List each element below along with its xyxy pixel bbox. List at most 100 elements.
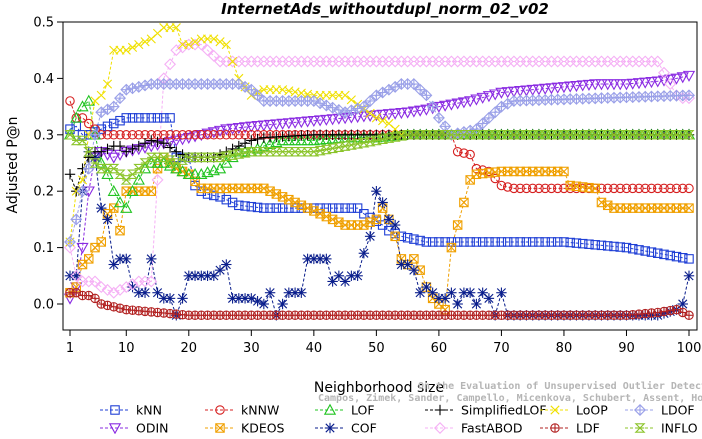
data-point-kdeos (146, 186, 157, 196)
y-tick-label: 0.5 (33, 16, 54, 31)
legend: kNN ODIN kNNW KDEOS LOF COF SimplifiedLOF FastA… (100, 403, 698, 436)
data-point-knn (427, 237, 438, 247)
data-point-ldf (177, 309, 188, 320)
data-point-knn (571, 238, 582, 248)
data-point-lof (182, 167, 195, 180)
data-point-ldof (414, 83, 427, 96)
data-point-cof (177, 293, 188, 304)
data-point-fastabod (120, 281, 133, 294)
data-point-knn (384, 225, 394, 236)
legend-marker-simplifiedlof (434, 404, 446, 416)
data-point-ldf (640, 308, 650, 319)
data-point-cof (446, 287, 457, 298)
data-point-odin (163, 137, 177, 149)
data-point-knn (402, 232, 413, 243)
data-point-odin (651, 76, 664, 88)
data-point-knn (565, 237, 575, 248)
data-point-knn (165, 113, 175, 123)
data-point-knnw (609, 183, 619, 194)
axes: 1 10 20 30 40 50 60 70 80 90 100 0.0 0.1 0.2 0.3 0.4 0.5 (33, 16, 701, 357)
data-point-odin (470, 94, 483, 106)
data-point-odin (632, 78, 646, 90)
data-point-knnw (109, 130, 119, 140)
data-point-knnw (196, 130, 207, 140)
data-point-simplifiedlof (133, 140, 144, 152)
data-point-odin (263, 119, 277, 131)
data-point-odin (176, 134, 189, 146)
data-point-ldof (439, 120, 452, 133)
data-point-knnw (552, 183, 563, 194)
data-point-inflo (126, 169, 139, 180)
data-point-knn (346, 203, 357, 213)
data-point-knn (209, 190, 219, 201)
data-point-simplifiedlof (64, 169, 76, 180)
plot-frame (62, 21, 698, 331)
legend-item-simplifiedlof: SimplifiedLOF (425, 403, 547, 418)
data-point-knn (252, 202, 263, 213)
data-point-ldof (357, 100, 370, 113)
data-point-lof (313, 133, 327, 145)
data-point-odin (495, 87, 508, 99)
data-point-knnw (509, 183, 519, 194)
data-point-ldf (96, 299, 107, 309)
data-point-lof (113, 196, 127, 208)
data-point-knnw (202, 130, 213, 140)
data-point-knnw (527, 183, 538, 194)
data-point-odin (107, 152, 120, 164)
data-point-odin (464, 96, 477, 108)
data-point-odin (664, 74, 677, 86)
data-point-fastabod (107, 286, 120, 299)
data-point-odin (595, 79, 608, 91)
y-tick-label: 0.1 (33, 241, 54, 256)
data-point-knnw (640, 183, 650, 194)
x-tick-label: 90 (618, 341, 635, 356)
y-tick-label: 0.0 (33, 298, 54, 313)
data-point-loop (171, 23, 181, 33)
data-point-inflo (83, 146, 95, 157)
data-point-knn (552, 237, 563, 247)
series-markers-kdeos (65, 152, 694, 315)
data-point-fastabod (70, 269, 83, 282)
data-point-knnw (227, 130, 238, 140)
legend-item-odin: ODIN (100, 421, 169, 436)
data-point-knn (646, 247, 657, 257)
legend-item-knnw: kNNW (205, 403, 279, 418)
data-point-loop (365, 108, 375, 118)
data-point-odin (420, 104, 433, 116)
data-point-lof (301, 134, 314, 146)
data-point-knn (634, 245, 644, 255)
legend-item-ldof: LDOF (625, 403, 695, 418)
data-point-knnw (190, 130, 200, 140)
x-tick-label: 50 (368, 341, 385, 356)
data-point-inflo (314, 145, 326, 156)
data-point-kdeos (109, 203, 119, 213)
data-point-lof (163, 159, 177, 171)
data-point-odin (439, 100, 452, 112)
data-point-odin (326, 114, 339, 126)
data-point-knn (659, 249, 669, 260)
data-point-lof (120, 201, 133, 213)
data-point-loop (127, 42, 138, 52)
data-point-odin (295, 117, 308, 129)
legend-label-cof: COF (351, 421, 377, 435)
data-point-simplifiedlof (146, 135, 157, 146)
data-point-knn (109, 118, 119, 129)
data-point-knn (152, 113, 163, 123)
data-point-odin (307, 115, 320, 128)
data-point-inflo (389, 132, 401, 142)
y-tick-label: 0.2 (33, 185, 54, 200)
watermark-line-1: On the Evaluation of Unsupervised Outlie… (418, 380, 702, 392)
data-point-knn (227, 197, 238, 208)
data-point-inflo (214, 152, 226, 163)
data-point-knn (677, 253, 688, 263)
legend-label-simplifiedlof: SimplifiedLOF (461, 403, 547, 418)
data-point-odin (320, 114, 333, 126)
data-point-loop (184, 39, 194, 50)
data-point-loop (371, 113, 381, 123)
data-point-simplifiedlof (121, 146, 132, 157)
data-point-inflo (395, 131, 407, 141)
data-point-inflo (320, 144, 332, 155)
data-point-lof (76, 100, 89, 112)
data-point-knn (452, 237, 463, 247)
data-point-knnw (459, 148, 469, 158)
